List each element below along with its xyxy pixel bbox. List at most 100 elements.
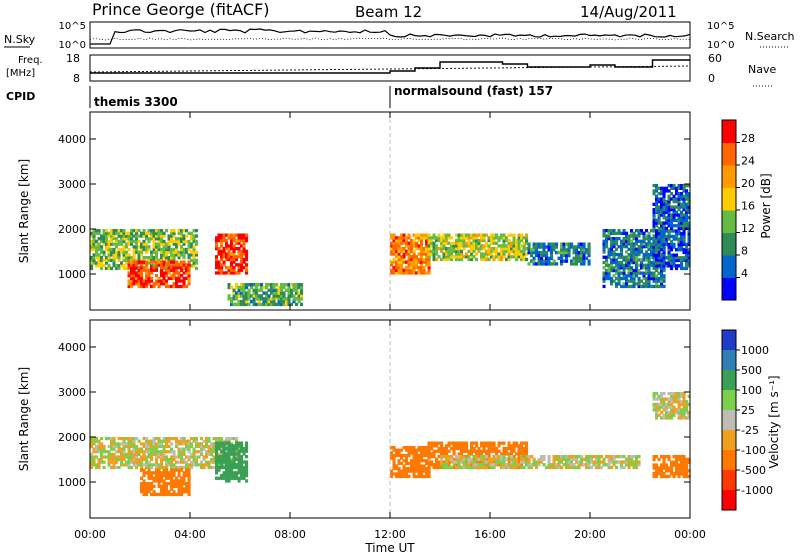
- echo-cell: [172, 284, 176, 289]
- echo-cell: [172, 282, 176, 286]
- echo-cell: [297, 291, 301, 295]
- echo-cell: [242, 294, 246, 298]
- echo-cell: [152, 239, 156, 244]
- echo-cell: [235, 238, 239, 243]
- echo-cell: [160, 490, 164, 494]
- echo-cell: [392, 472, 396, 476]
- echo-cell: [685, 463, 689, 467]
- echo-cell: [670, 245, 674, 249]
- echo-cell: [545, 253, 549, 258]
- echo-cell: [195, 442, 199, 446]
- echo-cell: [250, 299, 254, 304]
- echo-cell: [90, 444, 94, 449]
- echo-cell: [655, 466, 659, 470]
- echo-cell: [680, 466, 684, 470]
- echo-cell: [177, 471, 181, 475]
- echo-cell: [512, 460, 516, 464]
- echo-cell: [265, 285, 269, 290]
- echo-cell: [162, 447, 166, 451]
- echo-cell: [502, 455, 506, 459]
- echo-cell: [137, 463, 141, 467]
- echo-cell: [565, 460, 569, 464]
- echo-cell: [242, 471, 246, 475]
- echo-cell: [525, 233, 529, 237]
- echo-cell: [662, 213, 666, 217]
- echo-cell: [132, 247, 136, 252]
- echo-cell: [422, 451, 426, 455]
- echo-cell: [162, 439, 166, 443]
- echo-cell: [625, 463, 629, 467]
- echo-cell: [140, 245, 144, 249]
- echo-cell: [500, 233, 504, 237]
- echo-cell: [185, 471, 189, 475]
- echo-cell: [647, 239, 651, 243]
- echo-cell: [107, 455, 111, 459]
- echo-cell: [405, 461, 409, 465]
- echo-cell: [157, 463, 161, 467]
- echo-cell: [150, 452, 154, 456]
- power-colorbar-segment: [722, 210, 736, 233]
- echo-cell: [670, 402, 674, 407]
- echo-cell: [570, 460, 574, 464]
- echo-cell: [515, 460, 519, 464]
- echo-cell: [482, 236, 486, 240]
- echo-cell: [522, 457, 526, 461]
- echo-cell: [622, 282, 626, 286]
- echo-cell: [95, 447, 99, 451]
- echo-cell: [670, 405, 674, 409]
- nave-tick-low: 0: [708, 72, 715, 85]
- echo-cell: [145, 263, 149, 267]
- echo-cell: [580, 248, 584, 252]
- echo-cell: [520, 249, 524, 253]
- echo-cell: [652, 279, 656, 283]
- echo-cell: [147, 271, 151, 275]
- echo-cell: [102, 258, 106, 262]
- echo-cell: [242, 249, 246, 253]
- echo-cell: [145, 439, 149, 443]
- echo-cell: [172, 458, 176, 462]
- echo-cell: [650, 276, 654, 281]
- echo-cell: [170, 256, 174, 260]
- echo-cell: [132, 256, 136, 260]
- echo-cell: [447, 441, 451, 445]
- echo-cell: [622, 455, 626, 459]
- echo-cell: [687, 200, 691, 204]
- echo-cell: [395, 448, 399, 452]
- echo-cell: [642, 252, 646, 257]
- echo-cell: [465, 236, 469, 240]
- echo-cell: [495, 460, 499, 464]
- echo-cell: [237, 249, 241, 253]
- echo-cell: [465, 241, 469, 245]
- echo-cell: [567, 253, 571, 258]
- echo-cell: [432, 255, 436, 259]
- echo-cell: [187, 482, 191, 486]
- echo-cell: [217, 439, 221, 443]
- echo-cell: [227, 468, 231, 472]
- echo-cell: [512, 252, 516, 256]
- echo-cell: [525, 247, 529, 251]
- echo-cell: [647, 247, 651, 251]
- echo-cell: [222, 260, 226, 264]
- echo-cell: [440, 236, 444, 240]
- echo-cell: [147, 473, 151, 478]
- echo-cell: [642, 263, 646, 267]
- echo-cell: [135, 444, 139, 449]
- echo-cell: [237, 291, 241, 295]
- echo-cell: [105, 450, 109, 454]
- echo-cell: [460, 249, 464, 253]
- echo-cell: [467, 233, 471, 237]
- echo-cell: [685, 261, 689, 265]
- echo-cell: [227, 457, 231, 461]
- echo-cell: [625, 260, 629, 265]
- echo-cell: [455, 233, 459, 237]
- echo-cell: [552, 455, 556, 459]
- echo-cell: [192, 253, 196, 257]
- echo-cell: [92, 231, 96, 235]
- echo-cell: [642, 266, 646, 270]
- echo-cell: [155, 253, 159, 257]
- echo-cell: [665, 186, 669, 190]
- echo-cell: [435, 463, 439, 467]
- echo-cell: [652, 276, 656, 281]
- echo-cell: [90, 245, 94, 249]
- echo-cell: [112, 231, 116, 235]
